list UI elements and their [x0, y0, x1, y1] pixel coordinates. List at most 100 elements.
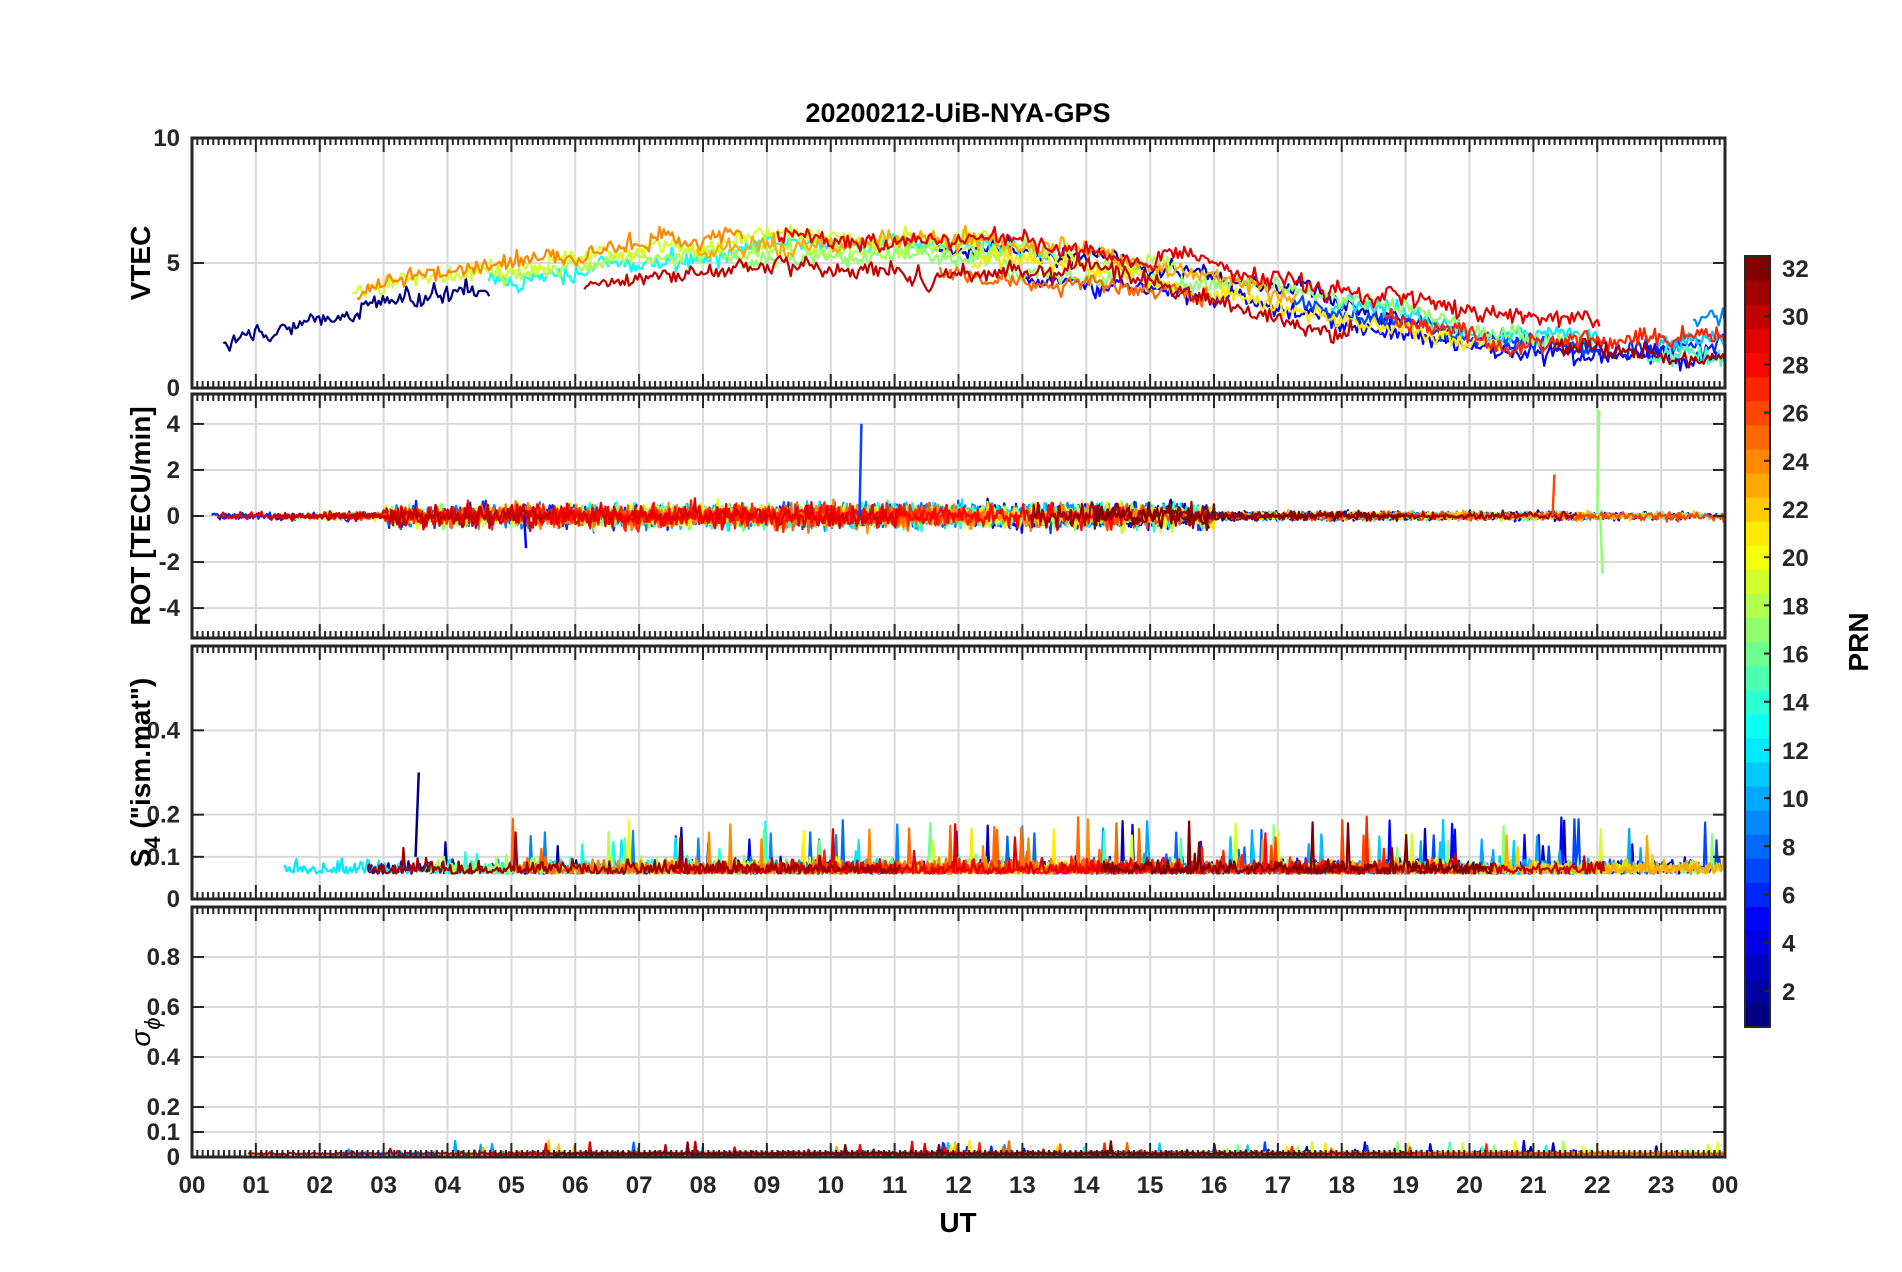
colorbar-tick-label: 26 — [1782, 401, 1809, 428]
rot-spike — [522, 515, 528, 549]
series-line-prn-24 — [356, 225, 744, 301]
y-tick-label: 0 — [167, 1144, 180, 1171]
panel-rot: -4 -2 0 2 4 ROT [TECU/min] — [125, 392, 1727, 640]
series-line-prn-32 — [1095, 501, 1407, 532]
rot-spike — [1599, 515, 1604, 574]
y-tick-label: 0.1 — [147, 844, 180, 871]
x-tick-labels: 00 01 02 03 04 05 06 07 08 09 10 11 12 13 14 15 16 17 18 19… — [179, 1172, 1739, 1199]
x-tick-label: 08 — [690, 1172, 717, 1199]
series-line-prn-32 — [554, 1140, 1305, 1156]
series-line-prn-26 — [1092, 503, 1725, 531]
x-tick-label: 00 — [179, 1172, 206, 1199]
x-tick-label: 17 — [1265, 1172, 1292, 1199]
y-tick-label: 0.8 — [147, 944, 180, 971]
colorbar-label: PRN — [1843, 612, 1874, 671]
x-tick-label: 06 — [562, 1172, 589, 1199]
chart-title: 20200212-UiB-NYA-GPS — [805, 98, 1110, 128]
panel-vtec: 0 5 10 VTEC — [125, 125, 1727, 402]
x-tick-label: 02 — [306, 1172, 333, 1199]
y-tick-label: -2 — [159, 549, 180, 576]
colorbar-cell — [1745, 713, 1770, 739]
colorbar-tick-label: 30 — [1782, 304, 1809, 331]
series-line-prn-31 — [1552, 337, 1725, 369]
x-ticks-sigma — [191, 907, 1726, 1157]
series-line-prn-29 — [776, 226, 1601, 329]
y-tick-label: 0 — [167, 503, 180, 530]
colorbar-tick-label: 28 — [1782, 352, 1809, 379]
x-ticks-s4 — [191, 646, 1726, 899]
colorbar-cell — [1745, 1002, 1770, 1028]
y-tick-label: 10 — [153, 125, 180, 152]
series-line-prn-25 — [938, 266, 1214, 308]
y-tick-label: 0 — [167, 886, 180, 913]
series-line-prn-12 — [1330, 294, 1599, 347]
colorbar-tick-label: 20 — [1782, 545, 1809, 572]
colorbar-cell — [1745, 569, 1770, 594]
x-tick-label: 23 — [1648, 1172, 1675, 1199]
rot-spike — [1596, 410, 1601, 517]
colorbar-tick-label: 12 — [1782, 738, 1809, 765]
colorbar-cell — [1745, 954, 1770, 980]
x-tick-label: 21 — [1520, 1172, 1547, 1199]
x-tick-label: 11 — [882, 1172, 907, 1199]
colorbar-tick-label: 32 — [1782, 256, 1809, 283]
series-line-prn-19 — [351, 224, 1007, 297]
x-tick-label: 18 — [1328, 1172, 1355, 1199]
colorbar-cell — [1745, 617, 1770, 643]
series-line-prn-5 — [1022, 274, 1725, 372]
series-line-prn-30 — [272, 503, 552, 530]
x-tick-label: 16 — [1201, 1172, 1228, 1199]
colorbar-cell — [1745, 521, 1770, 546]
x-ticks-vtec — [191, 138, 1726, 388]
colorbar-frame — [1744, 255, 1771, 1028]
colorbar-tick-label: 6 — [1782, 882, 1795, 909]
y-tick-label: 4 — [167, 411, 181, 438]
x-tick-label: 09 — [754, 1172, 781, 1199]
y-axis-label-sigma: σϕ — [125, 1017, 165, 1046]
y-tick-label: 0.2 — [147, 1094, 180, 1121]
x-tick-label: 14 — [1073, 1172, 1100, 1199]
x-ticks-rot — [191, 394, 1726, 638]
colorbar-cell — [1745, 761, 1770, 787]
colorbar-tick-label: 22 — [1782, 497, 1809, 524]
x-tick-label: 05 — [498, 1172, 525, 1199]
colorbar-cell — [1745, 376, 1770, 402]
series-line-prn-31 — [366, 831, 901, 875]
colorbar-cell — [1745, 906, 1770, 932]
series-vtec — [222, 224, 1725, 372]
x-tick-label: 15 — [1137, 1172, 1164, 1199]
series-sigma — [247, 1139, 1725, 1156]
series-line-prn-9 — [1692, 307, 1725, 328]
y-tick-label: 0.6 — [147, 994, 180, 1021]
y-tick-label: 5 — [167, 250, 180, 277]
grid-sigma — [192, 907, 1725, 1157]
colorbar-tick-label: 16 — [1782, 642, 1809, 669]
colorbar-cell — [1745, 472, 1770, 498]
x-tick-label: 10 — [817, 1172, 844, 1199]
colorbar-cell — [1745, 810, 1770, 835]
series-line-prn-29 — [216, 497, 900, 533]
x-tick-label: 00 — [1712, 1172, 1739, 1199]
colorbar-cell — [1745, 328, 1770, 353]
series-s4 — [283, 772, 1725, 875]
y-tick-label: 0.1 — [147, 1119, 180, 1146]
y-tick-label: 0.2 — [147, 802, 180, 829]
series-line-prn-32 — [1100, 820, 1493, 875]
y-tick-label: 0.4 — [147, 717, 181, 744]
rot-spike — [858, 423, 863, 517]
colorbar-tick-label: 2 — [1782, 979, 1795, 1006]
x-tick-label: 04 — [434, 1172, 461, 1199]
colorbar-tick-label: 18 — [1782, 593, 1809, 620]
series-line-prn-23 — [695, 224, 1297, 305]
s4-spike — [414, 772, 421, 857]
x-tick-label: 01 — [243, 1172, 270, 1199]
series-line-prn-30 — [583, 254, 1354, 344]
colorbar-cell — [1745, 280, 1770, 305]
colorbar-cell — [1745, 665, 1770, 691]
panel-sigma: 00.10.2 0.4 0.6 0.8 σϕ — [125, 905, 1727, 1171]
y-axis-label-vtec: VTEC — [125, 226, 156, 301]
colorbar-cell — [1745, 424, 1770, 450]
